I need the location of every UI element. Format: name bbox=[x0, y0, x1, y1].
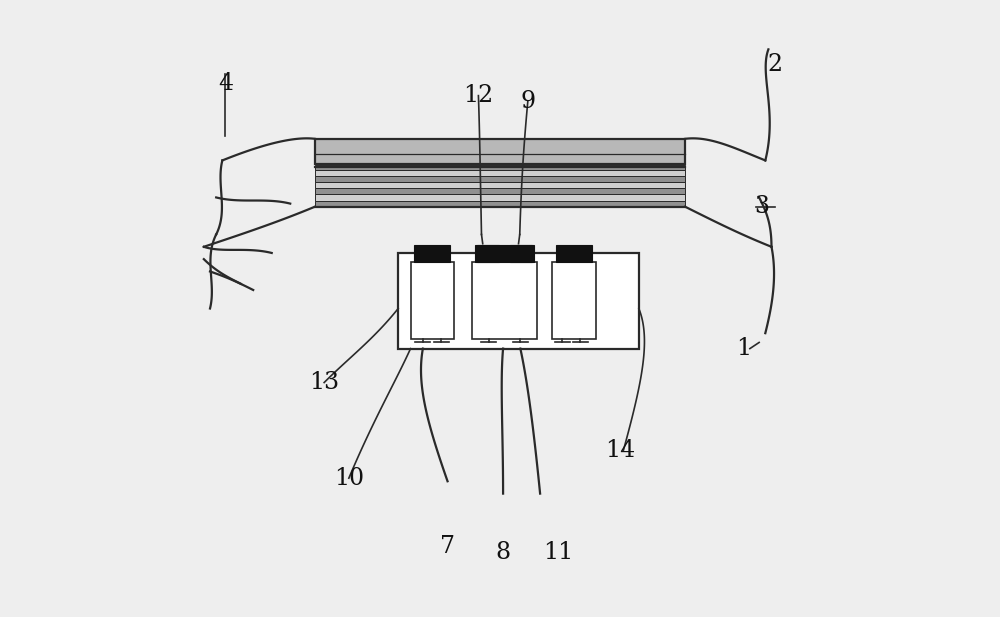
Bar bbox=[315, 188, 685, 194]
Bar bbox=[477, 245, 532, 262]
Text: 10: 10 bbox=[334, 466, 364, 490]
Bar bbox=[315, 165, 685, 170]
Text: 4: 4 bbox=[218, 72, 233, 95]
Text: 11: 11 bbox=[543, 540, 574, 564]
Text: 7: 7 bbox=[440, 534, 455, 558]
Text: 9: 9 bbox=[520, 90, 535, 114]
Bar bbox=[414, 245, 450, 262]
Text: 13: 13 bbox=[309, 371, 339, 394]
Bar bbox=[475, 245, 499, 262]
Text: 8: 8 bbox=[496, 540, 511, 564]
Text: 2: 2 bbox=[767, 53, 782, 77]
Text: 14: 14 bbox=[605, 439, 635, 462]
Bar bbox=[315, 176, 685, 182]
Bar bbox=[398, 253, 639, 349]
Bar bbox=[556, 245, 592, 262]
Bar bbox=[315, 201, 685, 207]
Bar bbox=[315, 139, 685, 164]
Bar bbox=[315, 182, 685, 188]
Bar bbox=[315, 194, 685, 201]
Bar bbox=[411, 262, 454, 339]
Bar bbox=[510, 245, 534, 262]
Bar bbox=[552, 262, 596, 339]
Text: 3: 3 bbox=[755, 195, 770, 218]
Text: 12: 12 bbox=[463, 84, 494, 107]
Text: 1: 1 bbox=[736, 337, 751, 360]
Bar bbox=[315, 170, 685, 176]
Bar bbox=[472, 262, 537, 339]
